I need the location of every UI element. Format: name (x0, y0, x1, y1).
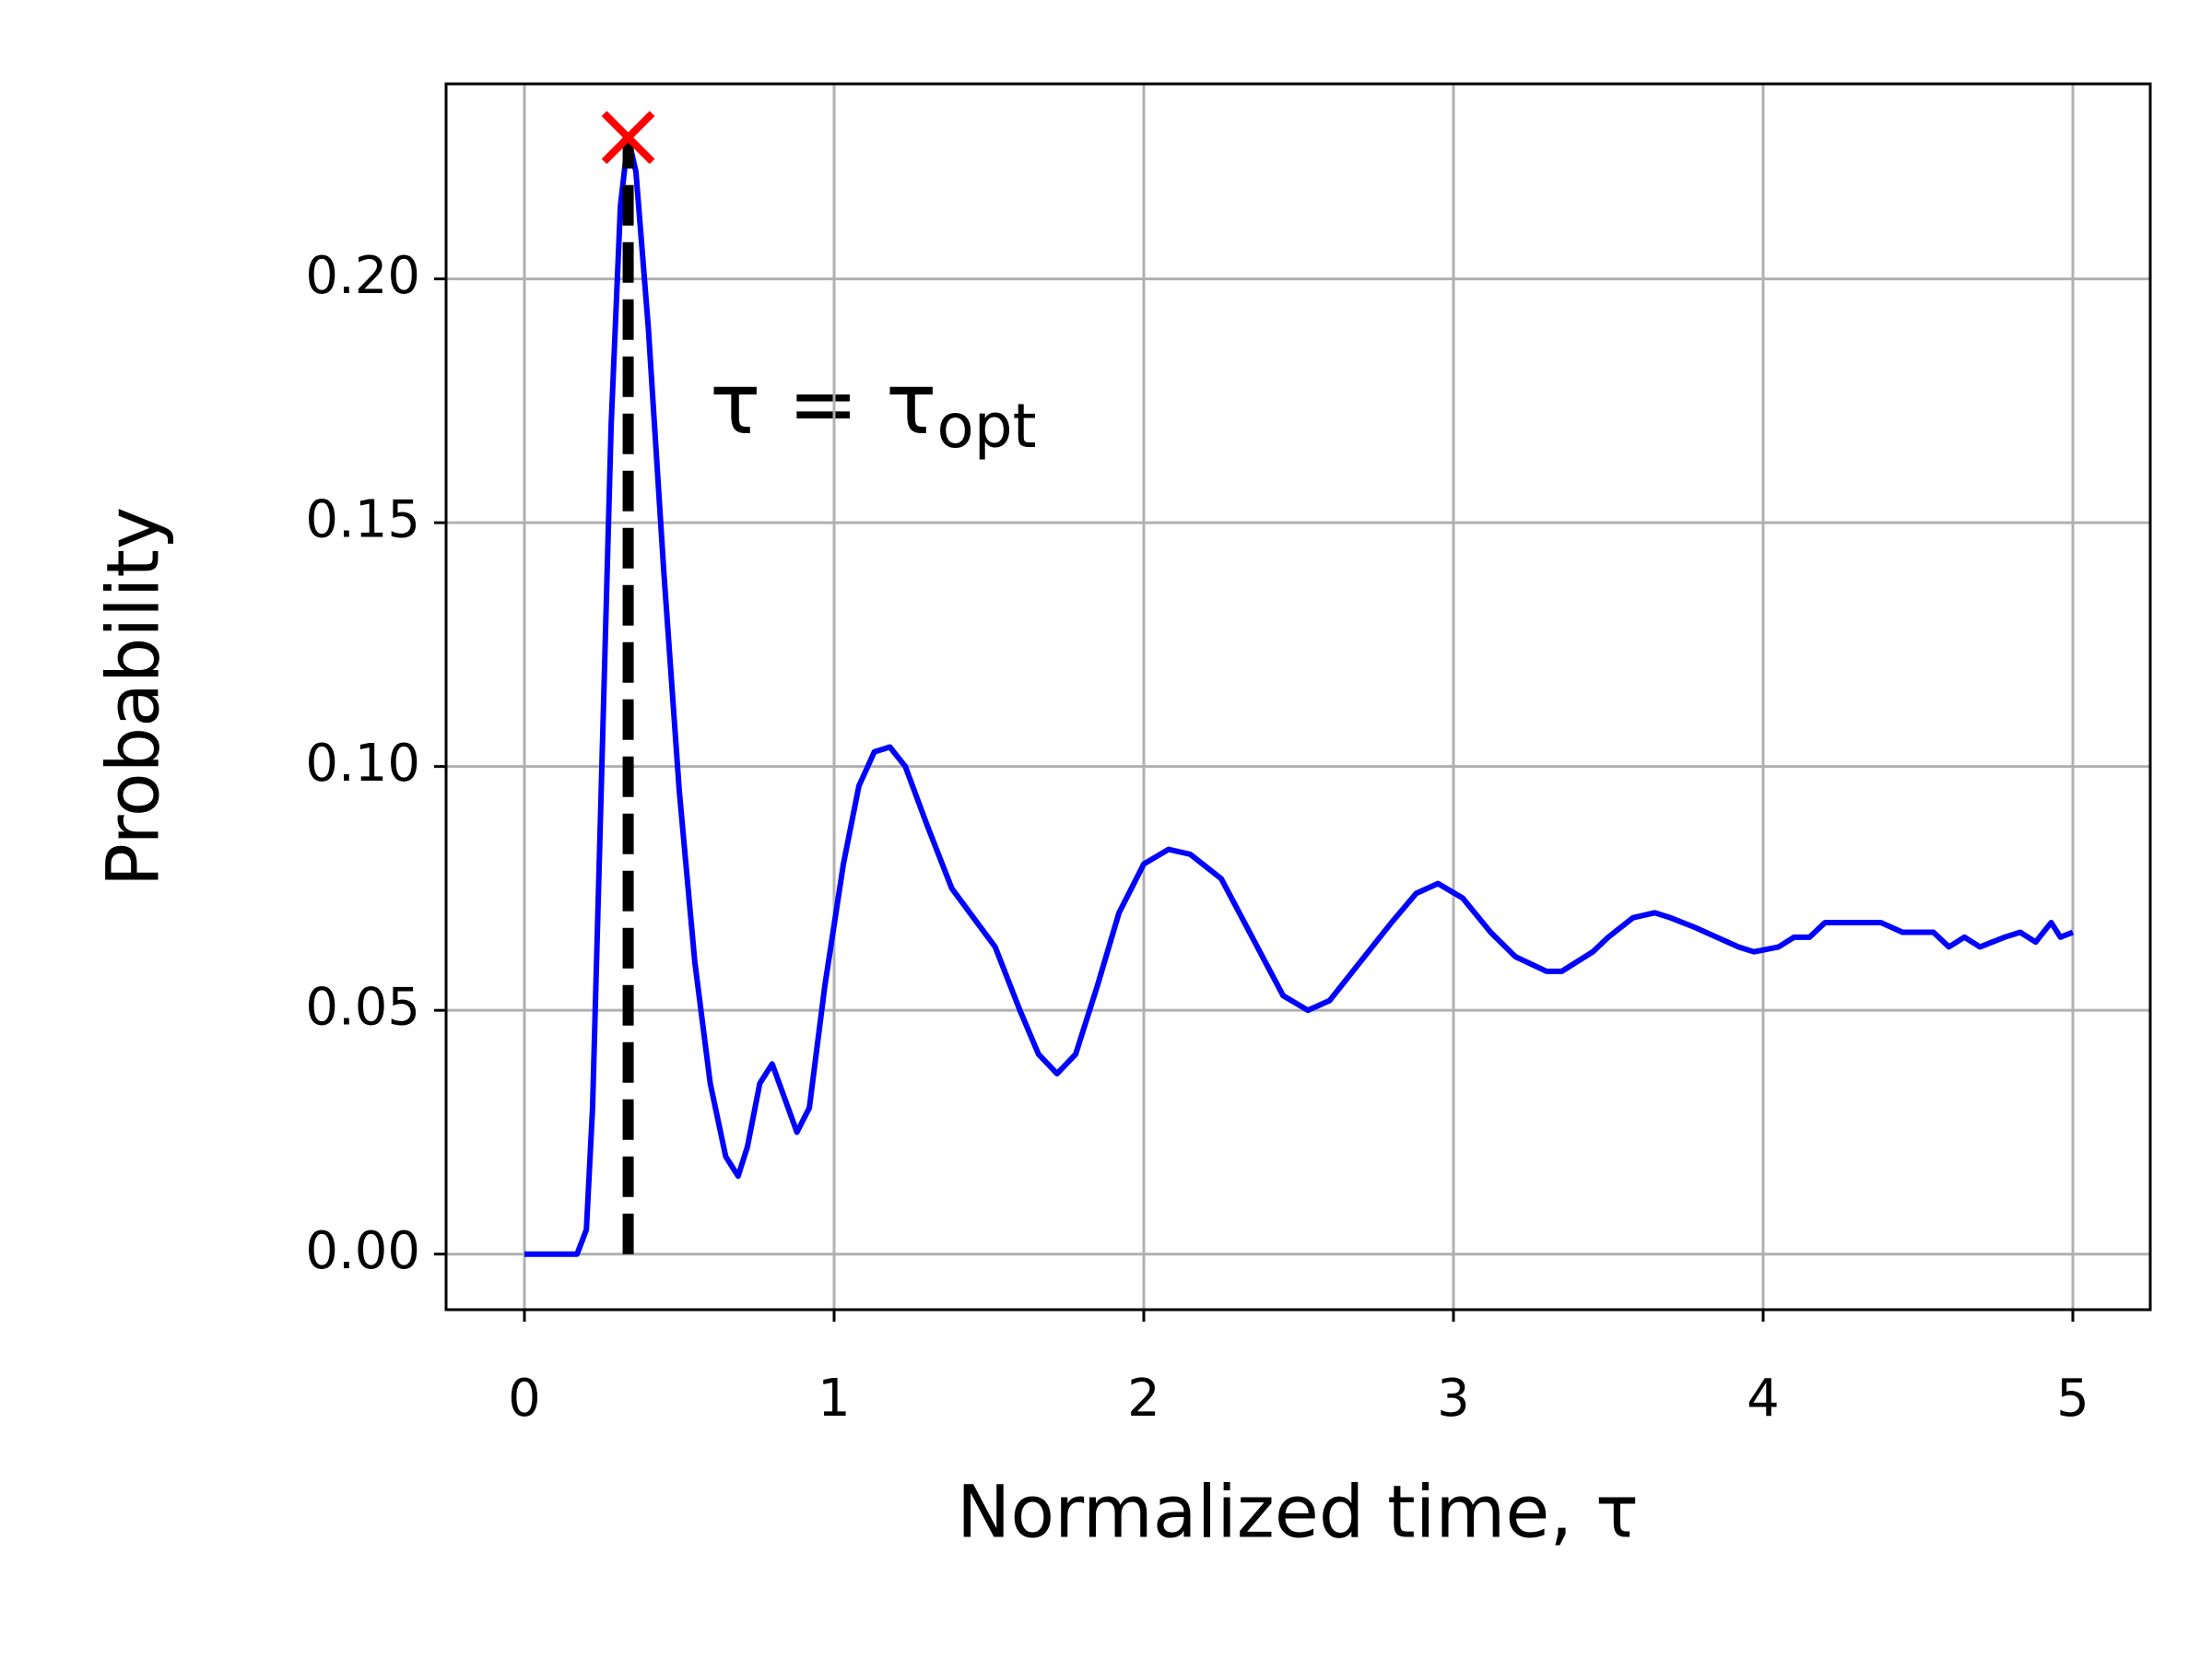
optimum-marker (601, 111, 655, 165)
x-tick-label: 2 (1127, 1369, 1160, 1429)
x-tick-label: 1 (818, 1369, 851, 1429)
y-axis-label: Probability (92, 507, 175, 887)
x-axis-label: Normalized time, τ (957, 1471, 1639, 1554)
y-tick-label: 0.10 (305, 734, 420, 794)
y-tick-label: 0.20 (305, 246, 420, 306)
y-tick-label: 0.15 (305, 489, 420, 549)
x-tick-label: 4 (1747, 1369, 1780, 1429)
y-tick-label: 0.00 (305, 1221, 420, 1281)
x-tick-label: 0 (508, 1369, 541, 1429)
x-tick-label: 5 (2056, 1369, 2089, 1429)
annotation-subscript: opt (936, 391, 1036, 462)
plot-frame (444, 82, 2152, 1312)
annotation-main: τ = τ (710, 355, 936, 453)
y-tick-label: 0.05 (305, 977, 420, 1037)
x-tick-label: 3 (1437, 1369, 1470, 1429)
annotation: τ = τopt (710, 355, 1037, 462)
data-line (524, 135, 2075, 1257)
